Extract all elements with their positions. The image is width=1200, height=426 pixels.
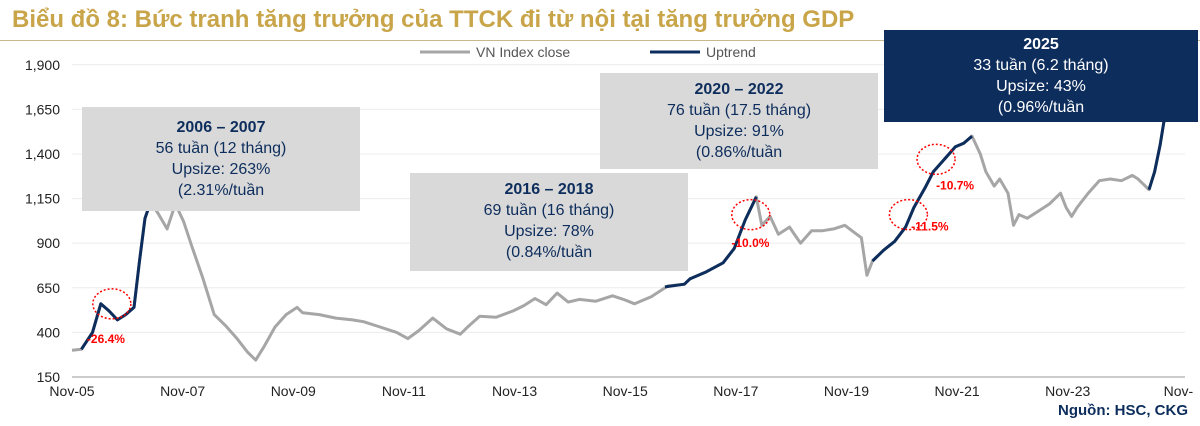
drawdown-circle <box>916 143 956 176</box>
annotation-box-2025: 2025 33 tuần (6.2 tháng) Upsize: 43% (0.… <box>884 30 1198 122</box>
drawdown-circle <box>92 288 132 320</box>
drawdown-circle <box>731 198 771 231</box>
annotation-line: 69 tuần (16 tháng) <box>483 202 615 219</box>
drawdown-label: -10.7% <box>936 179 974 193</box>
annotation-line: (0.86%/tuần <box>695 144 783 161</box>
drawdown-label: -11.5% <box>911 220 949 234</box>
x-tick-label: Nov-23 <box>1045 383 1090 399</box>
x-tick-label: Nov-19 <box>824 383 869 399</box>
annotation-line: 76 tuần (17.5 tháng) <box>666 102 812 119</box>
y-tick-label: 150 <box>37 369 61 385</box>
annotation-header: 2020 – 2022 <box>694 81 784 98</box>
annotation-line: Upsize: 78% <box>504 223 594 240</box>
x-tick-label: Nov-09 <box>271 383 316 399</box>
y-tick-label: 1,400 <box>25 146 60 162</box>
drawdown-circle <box>888 198 929 231</box>
annotation-line: Upsize: 43% <box>996 78 1086 95</box>
x-tick-label: Nov-21 <box>935 383 980 399</box>
series-line-uptrend <box>664 196 758 289</box>
annotation-line: 33 tuần (6.2 tháng) <box>973 57 1109 74</box>
series-line-uptrend <box>871 134 973 263</box>
annotation-box-2020-2022: 2020 – 2022 76 tuần (17.5 tháng) Upsize:… <box>600 73 878 169</box>
annotation-box-2006-2007: 2006 – 2007 56 tuần (12 tháng) Upsize: 2… <box>82 107 360 211</box>
annotation-line: 56 tuần (12 tháng) <box>155 140 287 157</box>
x-tick-label: Nov-13 <box>492 383 537 399</box>
y-tick-label: 1,150 <box>25 191 60 207</box>
x-tick-label: Nov-07 <box>160 383 205 399</box>
drawdown-label: -26.4% <box>87 332 125 346</box>
x-tick-label: Nov-05 <box>49 383 94 399</box>
title-divider <box>0 40 1200 41</box>
chart-series <box>71 93 1184 362</box>
y-tick-label: 1,900 <box>25 57 60 73</box>
annotation-line: (0.96%/tuần <box>997 99 1085 116</box>
annotation-line: (0.84%/tuần <box>505 244 593 261</box>
annotation-line: (2.31%/tuần <box>177 182 265 199</box>
y-axis-ticks: 150 400 650 900 1,150 1,400 1,650 1,900 <box>25 57 60 385</box>
y-tick-label: 400 <box>37 324 61 340</box>
drawdown-label: -10.0% <box>731 236 769 250</box>
legend-label-close: VN Index close <box>476 44 570 60</box>
x-tick-label: Nov- <box>1164 383 1194 399</box>
y-tick-label: 650 <box>37 280 61 296</box>
annotation-line: Upsize: 263% <box>171 161 271 178</box>
chart-title: Biểu đồ 8: Bức tranh tăng trưởng của TTC… <box>12 6 855 33</box>
series-line-uptrend <box>80 201 153 351</box>
annotation-line: Upsize: 91% <box>694 123 784 140</box>
annotation-header: 2006 – 2007 <box>176 119 266 136</box>
x-tick-label: Nov-17 <box>713 383 758 399</box>
source-note: Nguồn: HSC, CKG <box>1058 402 1188 419</box>
legend-label-uptrend: Uptrend <box>706 44 756 60</box>
x-axis-ticks: Nov-05 Nov-07 Nov-09 Nov-11 Nov-13 Nov-15 Nov-… <box>49 383 1193 399</box>
chart-legend: VN Index close Uptrend <box>420 44 756 60</box>
y-tick-label: 1,650 <box>25 101 60 117</box>
annotation-box-2016-2018: 2016 – 2018 69 tuần (16 tháng) Upsize: 7… <box>410 173 688 271</box>
x-tick-label: Nov-11 <box>382 383 426 399</box>
annotation-header: 2016 – 2018 <box>504 181 594 198</box>
annotation-header: 2025 <box>1023 36 1059 53</box>
y-tick-label: 900 <box>37 235 61 251</box>
x-tick-label: Nov-15 <box>603 383 648 399</box>
